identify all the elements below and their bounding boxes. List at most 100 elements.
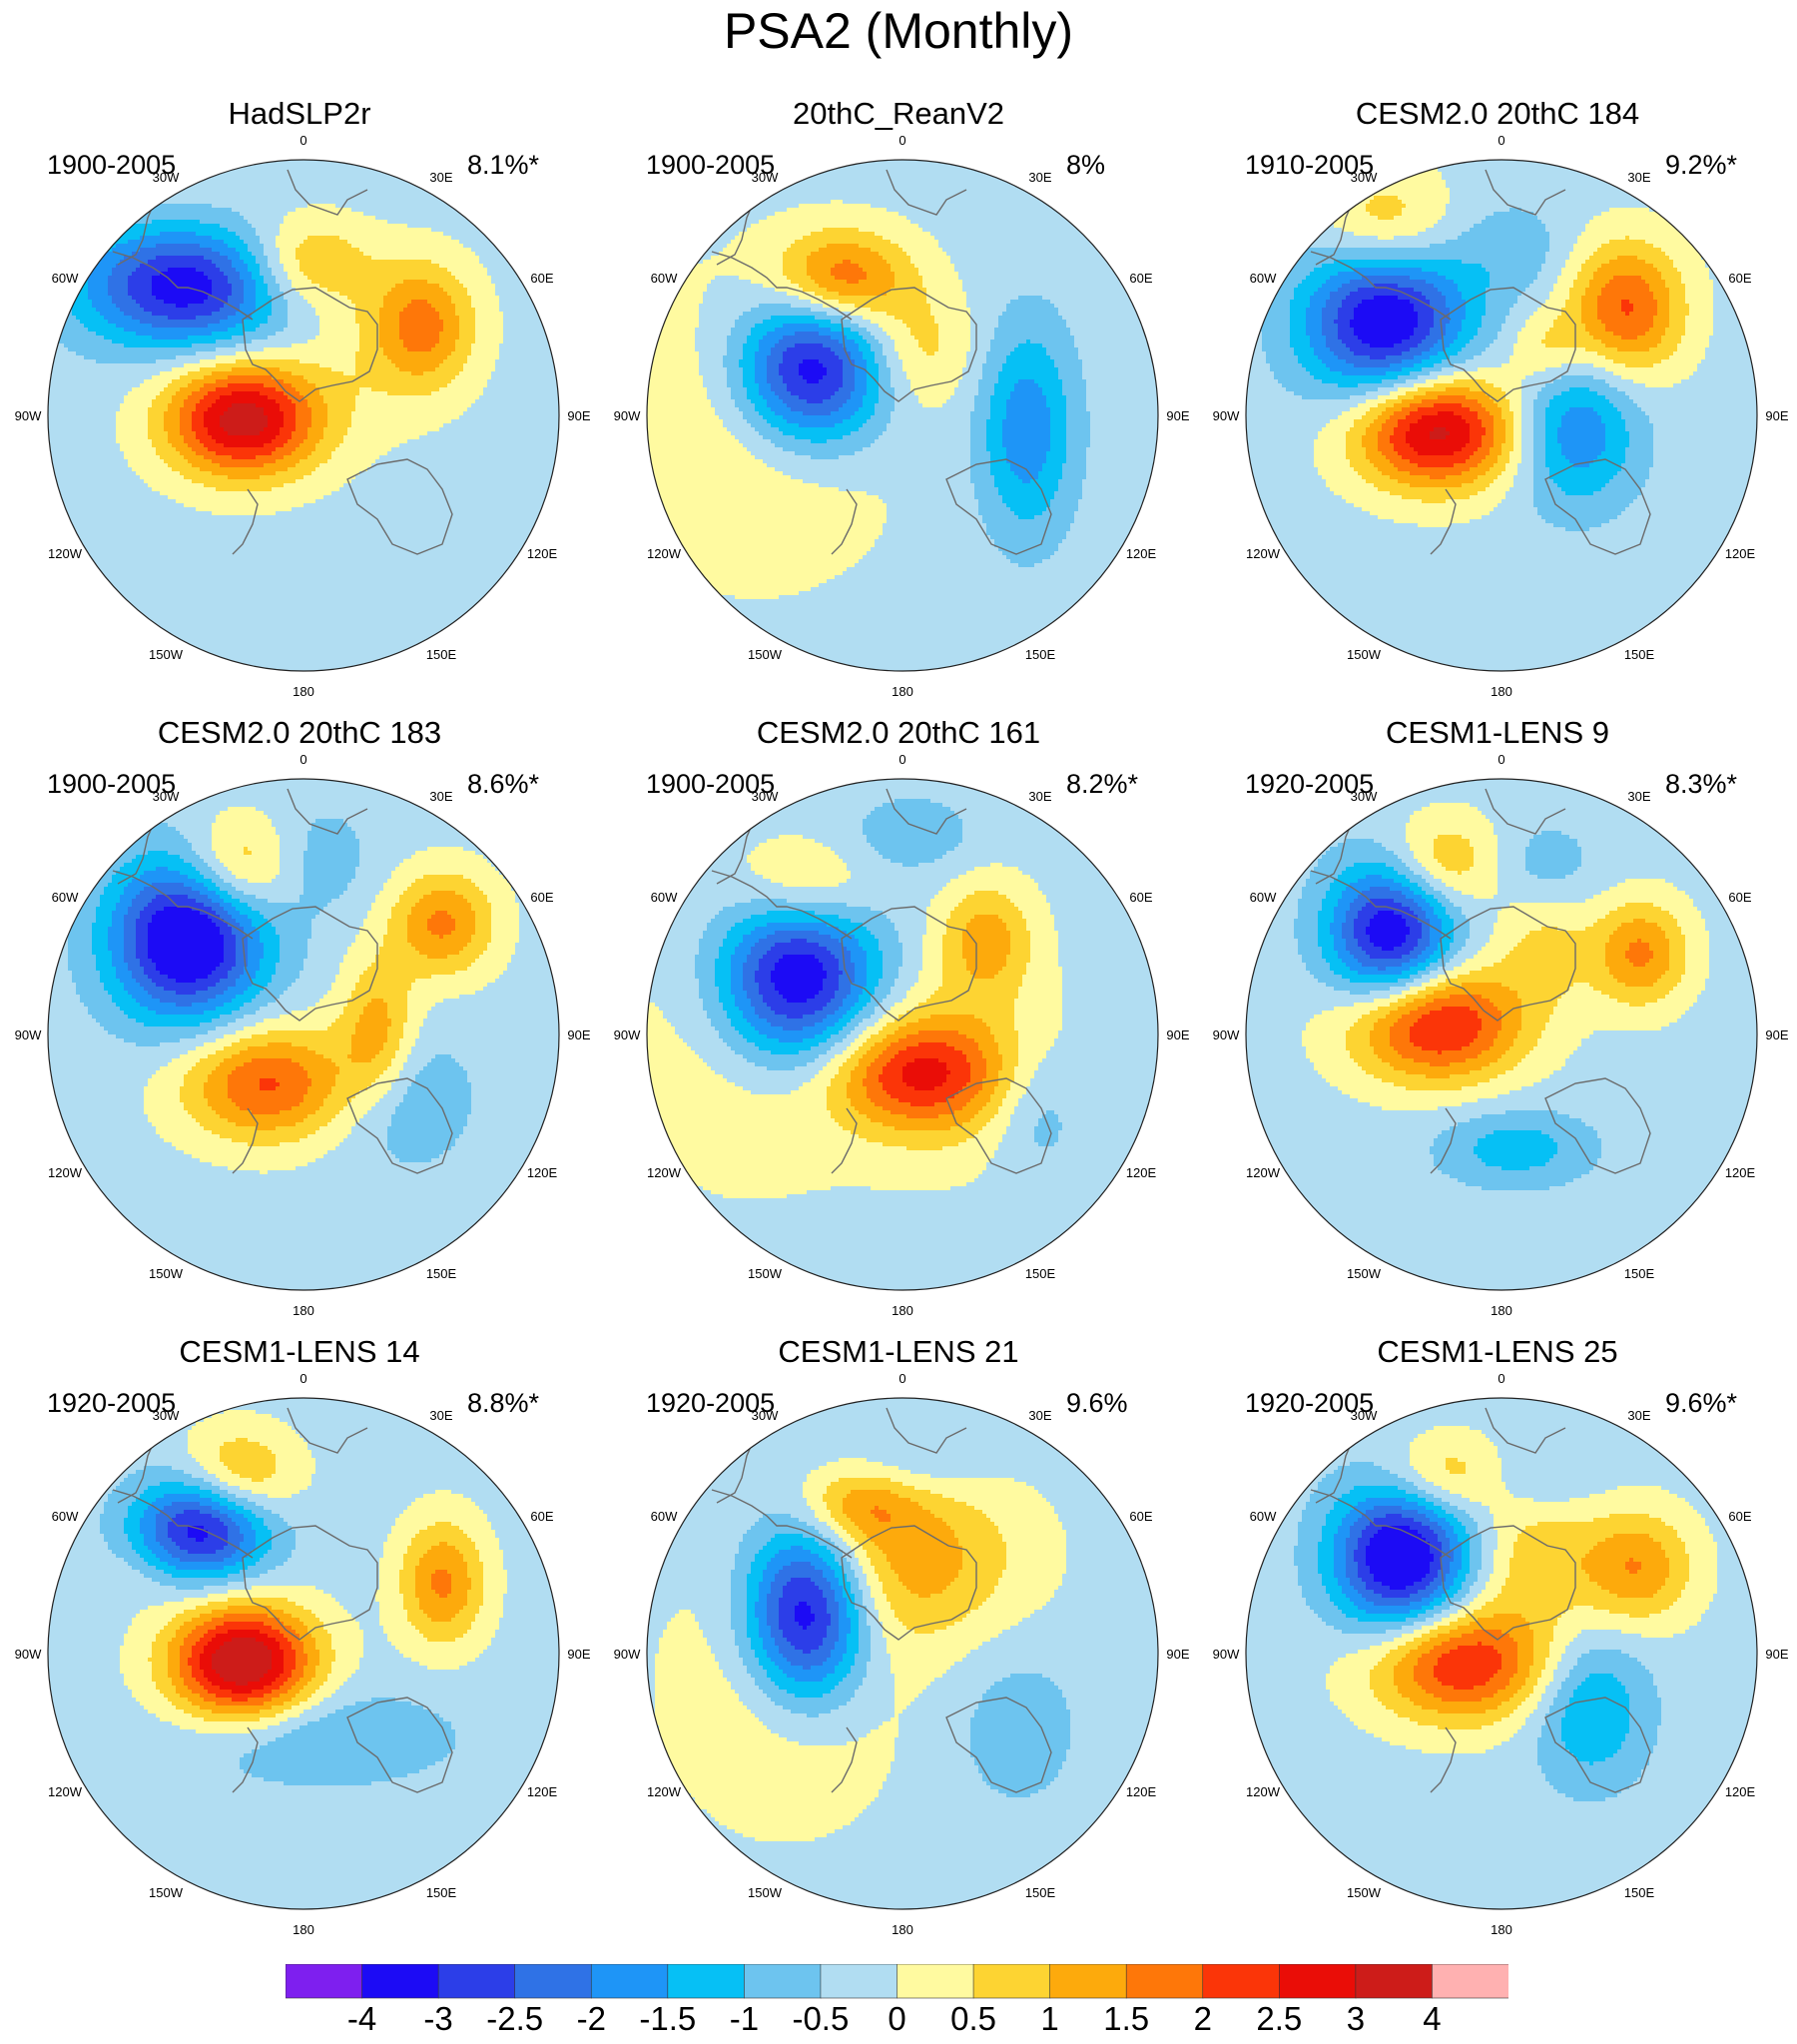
anomaly-field	[647, 779, 1159, 1291]
longitude-label: 120E	[1126, 1784, 1157, 1799]
colorbar	[286, 1964, 1508, 2000]
longitude-label: 120E	[527, 1784, 558, 1799]
longitude-label: 60E	[1129, 1509, 1152, 1524]
longitude-label: 60W	[52, 1509, 79, 1524]
colorbar-swatch	[1279, 1964, 1356, 1998]
colorbar-tick-label: 4	[1423, 2000, 1441, 2038]
longitude-label: 60W	[651, 271, 678, 286]
longitude-label: 90W	[15, 1027, 42, 1042]
anomaly-field	[1246, 160, 1758, 672]
longitude-label: 150W	[748, 1885, 783, 1900]
longitude-label: 120W	[647, 546, 682, 561]
colorbar-swatch	[438, 1964, 515, 1998]
map-panel: CESM2.0 20thC 184 1910-2005 9.2%* 0 30E 60E 90…	[1198, 0, 1797, 619]
colorbar-swatch	[286, 1964, 362, 1998]
colorbar-swatch	[973, 1964, 1050, 1998]
longitude-label: 120W	[48, 1165, 83, 1180]
colorbar-swatch	[515, 1964, 592, 1998]
longitude-label: 0	[1498, 133, 1504, 148]
anomaly-field	[647, 1398, 1159, 1910]
map-panel: CESM2.0 20thC 161 1900-2005 8.2%* 0 30E 60E 90…	[599, 619, 1198, 1238]
colorbar-swatch	[1126, 1964, 1203, 1998]
anomaly-field	[48, 1398, 560, 1910]
longitude-label: 30E	[429, 789, 452, 804]
panel-title: CESM1-LENS 25	[1198, 1334, 1797, 1370]
longitude-label: 30E	[1627, 789, 1650, 804]
longitude-label: 30E	[1627, 1408, 1650, 1423]
longitude-label: 90E	[567, 1027, 590, 1042]
longitude-label: 150E	[1624, 1885, 1655, 1900]
colorbar-tick-label: 2.5	[1256, 2000, 1302, 2038]
colorbar-labels: -4 -3 -2.5 -2 -1.5 -1 -0.5 0 0.5 1 1.5 2 2.5 3 4	[0, 2000, 1797, 2044]
longitude-label: 90E	[1765, 1647, 1788, 1662]
longitude-label: 90W	[614, 1027, 641, 1042]
anomaly-field	[48, 779, 560, 1291]
longitude-label: 30W	[752, 789, 779, 804]
colorbar-tick-label: 3	[1347, 2000, 1365, 2038]
colorbar-tick-label: -1	[730, 2000, 759, 2038]
longitude-label: 120W	[1246, 1165, 1281, 1180]
longitude-label: 150E	[426, 1885, 457, 1900]
longitude-label: 180	[293, 1922, 314, 1937]
panel-title: CESM1-LENS 9	[1198, 715, 1797, 751]
panel-title: CESM2.0 20thC 161	[599, 715, 1198, 751]
longitude-label: 60W	[651, 890, 678, 905]
colorbar-tick-label: -2.5	[486, 2000, 543, 2038]
longitude-label: 0	[1498, 1371, 1504, 1386]
colorbar-tick-label: 2	[1194, 2000, 1212, 2038]
longitude-label: 30E	[1028, 789, 1051, 804]
longitude-label: 120E	[1725, 1165, 1756, 1180]
longitude-label: 30W	[1351, 1408, 1378, 1423]
longitude-label: 0	[898, 133, 905, 148]
colorbar-swatch	[1050, 1964, 1127, 1998]
longitude-label: 0	[898, 752, 905, 767]
longitude-label: 60W	[52, 271, 79, 286]
longitude-label: 30E	[429, 1408, 452, 1423]
panel-title: CESM1-LENS 21	[599, 1334, 1198, 1370]
longitude-label: 90E	[567, 1647, 590, 1662]
longitude-label: 120E	[527, 546, 558, 561]
longitude-label: 30W	[153, 170, 180, 185]
anomaly-field	[1246, 779, 1758, 1291]
colorbar-tick-label: 0	[888, 2000, 905, 2038]
colorbar-swatch	[744, 1964, 821, 1998]
longitude-label: 120W	[647, 1165, 682, 1180]
colorbar-swatch	[1356, 1964, 1433, 1998]
longitude-label: 180	[892, 1922, 913, 1937]
colorbar-swatch	[591, 1964, 668, 1998]
longitude-label: 120E	[1725, 546, 1756, 561]
longitude-label: 120E	[527, 1165, 558, 1180]
longitude-label: 120W	[48, 1784, 83, 1799]
longitude-label: 60E	[1129, 271, 1152, 286]
map-panel: CESM1-LENS 14 1920-2005 8.8%* 0 30E 60E 90E 120…	[0, 1238, 599, 1857]
longitude-label: 90E	[1765, 408, 1788, 423]
longitude-label: 90E	[567, 408, 590, 423]
longitude-label: 30E	[1028, 1408, 1051, 1423]
longitude-label: 30W	[153, 789, 180, 804]
longitude-label: 60E	[1728, 890, 1751, 905]
colorbar-swatch	[821, 1964, 898, 1998]
longitude-label: 30W	[1351, 170, 1378, 185]
longitude-label: 30W	[153, 1408, 180, 1423]
longitude-label: 90W	[1213, 408, 1240, 423]
map-panel: CESM1-LENS 21 1920-2005 9.6% 0 30E 60E 90E 120E…	[599, 1238, 1198, 1857]
longitude-label: 60E	[530, 271, 553, 286]
longitude-label: 30W	[752, 1408, 779, 1423]
colorbar-swatch	[362, 1964, 439, 1998]
longitude-label: 90E	[1166, 1647, 1189, 1662]
longitude-label: 90W	[1213, 1647, 1240, 1662]
panel-title: CESM2.0 20thC 183	[0, 715, 599, 751]
colorbar-swatch	[898, 1964, 974, 1998]
longitude-label: 90W	[614, 1647, 641, 1662]
longitude-label: 30E	[1627, 170, 1650, 185]
longitude-label: 150E	[1025, 1885, 1056, 1900]
longitude-label: 0	[300, 752, 306, 767]
map-panel: CESM2.0 20thC 183 1900-2005 8.6%* 0 30E 60E 90…	[0, 619, 599, 1238]
longitude-label: 30W	[752, 170, 779, 185]
colorbar-tick-label: -0.5	[792, 2000, 849, 2038]
